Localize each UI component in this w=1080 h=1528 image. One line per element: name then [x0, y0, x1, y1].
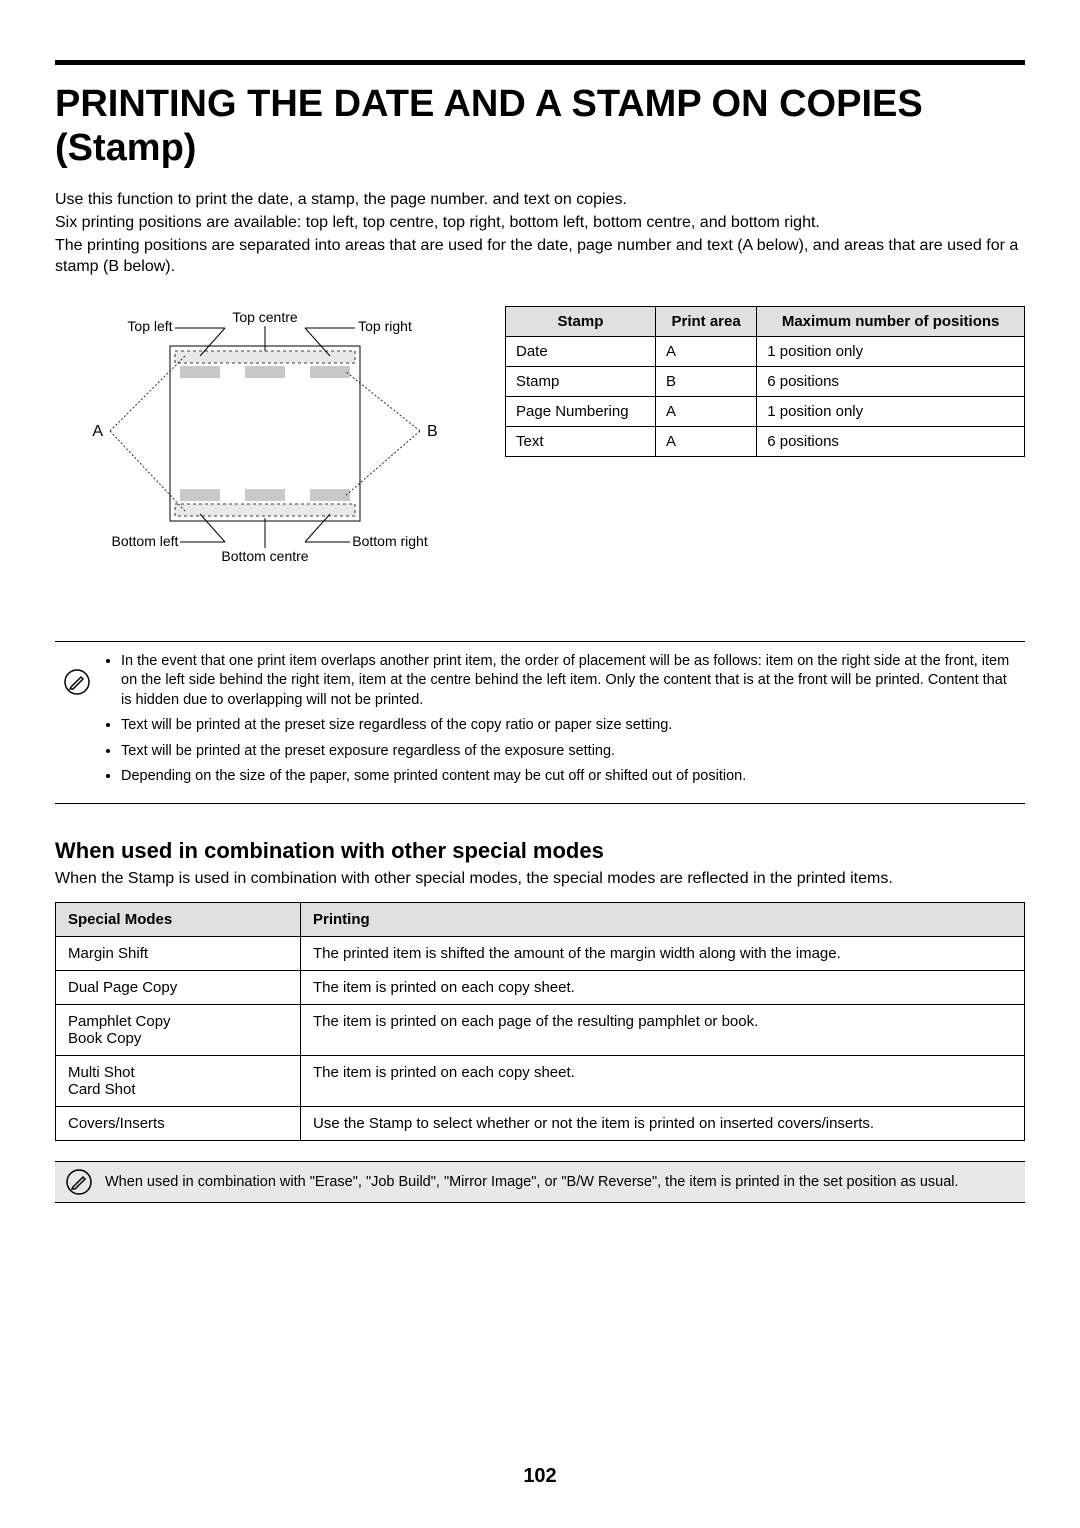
cell: 6 positions [757, 366, 1025, 396]
cell: A [655, 336, 756, 366]
cell: A [655, 396, 756, 426]
cell: Page Numbering [506, 396, 656, 426]
table-row: Text A 6 positions [506, 426, 1025, 456]
note-item: Depending on the size of the paper, some… [121, 767, 1017, 787]
combo-heading: When used in combination with other spec… [55, 838, 1025, 864]
label-b: B [427, 423, 438, 440]
table-row: Page Numbering A 1 position only [506, 396, 1025, 426]
cell: B [655, 366, 756, 396]
table-row: Stamp B 6 positions [506, 366, 1025, 396]
intro-block: Use this function to print the date, a s… [55, 190, 1025, 277]
manual-page: PRINTING THE DATE AND A STAMP ON COPIES … [0, 0, 1080, 1528]
note-item: Text will be printed at the preset size … [121, 716, 1017, 736]
cell: Text [506, 426, 656, 456]
label-a: A [92, 423, 103, 440]
table-row: Covers/Inserts Use the Stamp to select w… [56, 1106, 1025, 1140]
label-bottom-centre: Bottom centre [221, 548, 308, 564]
stamp-th-3: Maximum number of positions [757, 306, 1025, 336]
table-row: Dual Page Copy The item is printed on ea… [56, 970, 1025, 1004]
modes-th-1: Special Modes [56, 902, 301, 936]
cell: 1 position only [757, 396, 1025, 426]
cell: Date [506, 336, 656, 366]
cell: The item is printed on each copy sheet. [301, 1055, 1025, 1106]
footer-note: When used in combination with "Erase", "… [55, 1161, 1025, 1203]
pencil-note-icon [65, 1168, 105, 1196]
cell: Covers/Inserts [56, 1106, 301, 1140]
table-row: Pamphlet Copy Book Copy The item is prin… [56, 1004, 1025, 1055]
page-title: PRINTING THE DATE AND A STAMP ON COPIES … [55, 83, 1025, 170]
intro-p3: The printing positions are separated int… [55, 236, 1025, 278]
notes-box: In the event that one print item overlap… [55, 641, 1025, 804]
special-modes-table: Special Modes Printing Margin Shift The … [55, 902, 1025, 1141]
cell: The printed item is shifted the amount o… [301, 936, 1025, 970]
intro-p2: Six printing positions are available: to… [55, 213, 1025, 234]
label-top-left: Top left [127, 318, 172, 334]
top-rule [55, 60, 1025, 65]
cell: Use the Stamp to select whether or not t… [301, 1106, 1025, 1140]
cell: A [655, 426, 756, 456]
cell: The item is printed on each copy sheet. [301, 970, 1025, 1004]
table-row: Multi Shot Card Shot The item is printed… [56, 1055, 1025, 1106]
table-row: Date A 1 position only [506, 336, 1025, 366]
note-item: In the event that one print item overlap… [121, 652, 1017, 711]
cell: 6 positions [757, 426, 1025, 456]
combo-intro: When the Stamp is used in combination wi… [55, 870, 1025, 888]
cell: Multi Shot Card Shot [56, 1055, 301, 1106]
modes-th-2: Printing [301, 902, 1025, 936]
intro-p1: Use this function to print the date, a s… [55, 190, 1025, 211]
note-item: Text will be printed at the preset expos… [121, 742, 1017, 762]
stamp-table-wrapper: Stamp Print area Maximum number of posit… [475, 306, 1025, 457]
page-number: 102 [0, 1465, 1080, 1488]
pencil-note-icon [63, 652, 103, 696]
cell: The item is printed on each page of the … [301, 1004, 1025, 1055]
cell: Margin Shift [56, 936, 301, 970]
diagram-and-table-row: A B Top left Top centre Top right Bottom… [55, 306, 1025, 581]
stamp-table: Stamp Print area Maximum number of posit… [505, 306, 1025, 457]
cell: Stamp [506, 366, 656, 396]
label-bottom-right: Bottom right [352, 533, 428, 549]
cell: Pamphlet Copy Book Copy [56, 1004, 301, 1055]
label-top-right: Top right [358, 318, 412, 334]
footer-note-text: When used in combination with "Erase", "… [105, 1173, 959, 1192]
stamp-th-2: Print area [655, 306, 756, 336]
stamp-th-1: Stamp [506, 306, 656, 336]
notes-list: In the event that one print item overlap… [103, 652, 1017, 793]
position-diagram: A B Top left Top centre Top right Bottom… [55, 306, 475, 581]
label-top-centre: Top centre [232, 309, 298, 325]
cell: Dual Page Copy [56, 970, 301, 1004]
table-row: Margin Shift The printed item is shifted… [56, 936, 1025, 970]
cell: 1 position only [757, 336, 1025, 366]
label-bottom-left: Bottom left [112, 533, 179, 549]
